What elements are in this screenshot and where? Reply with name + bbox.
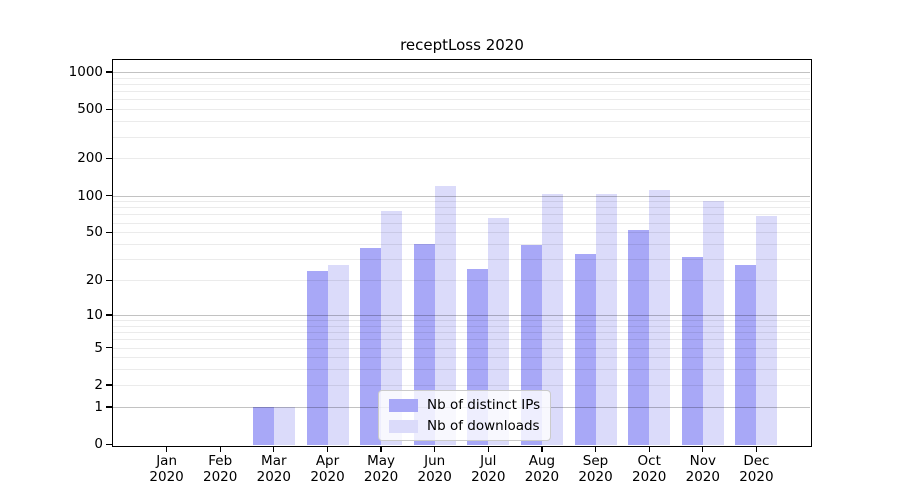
bar-apr-downloads <box>327 264 349 445</box>
x-tick-year: 2020 <box>203 468 238 485</box>
x-tick-month: Nov <box>689 453 716 469</box>
x-tick-label-dec: Dec 2020 <box>724 453 788 485</box>
x-tick-sep <box>594 446 597 452</box>
y-tick-label-100: 100 <box>77 187 103 204</box>
y-tick-100 <box>106 195 112 197</box>
legend-entry-distinct-ips: Nb of distinct IPs <box>389 396 540 414</box>
y-tick-label-5: 5 <box>94 339 103 356</box>
x-tick-month: Mar <box>261 453 287 469</box>
y-tick-label-20: 20 <box>85 272 103 288</box>
y-tick-label-500: 500 <box>77 101 103 118</box>
x-tick-month: Oct <box>637 453 661 469</box>
x-tick-nov <box>702 446 704 452</box>
x-tick-month: Jul <box>480 453 497 469</box>
x-tick-month: Feb <box>208 453 233 469</box>
x-tick-label-jul: Jul 2020 <box>456 453 520 485</box>
x-tick-label-jan: Jan 2020 <box>135 453 199 485</box>
chart-title: receptLoss 2020 <box>400 36 524 54</box>
x-tick-month: Dec <box>743 453 770 469</box>
x-tick-mar <box>273 446 275 452</box>
bar-mar-distinct-ips <box>252 406 274 445</box>
bar-nov-distinct-ips <box>681 257 703 445</box>
y-tick-5 <box>106 347 112 349</box>
y-tick-label-1: 1 <box>94 398 103 415</box>
legend-swatch-distinct-ips <box>389 398 418 412</box>
x-tick-feb <box>219 446 221 452</box>
bar-dec-distinct-ips <box>735 264 757 445</box>
x-tick-label-may: May 2020 <box>349 453 413 485</box>
bar-jun-downloads <box>434 185 456 445</box>
x-tick-year: 2020 <box>417 468 452 485</box>
x-tick-year: 2020 <box>149 468 184 485</box>
x-tick-year: 2020 <box>632 468 667 485</box>
legend-entry-downloads: Nb of downloads <box>389 417 540 435</box>
x-tick-jun <box>434 446 436 452</box>
y-tick-500 <box>106 108 112 111</box>
x-tick-year: 2020 <box>256 468 291 485</box>
bar-nov-downloads <box>702 201 724 445</box>
y-tick-1 <box>106 406 112 408</box>
x-tick-dec <box>755 446 758 452</box>
y-tick-label-0: 0 <box>94 436 103 452</box>
y-tick-20 <box>106 279 112 281</box>
x-tick-year: 2020 <box>524 468 560 485</box>
y-tick-50 <box>106 231 112 234</box>
ticks-layer: 1000 500 200 100 50 20 10 5 2 1 0 Jan 2020 Feb 2020 Mar… <box>69 60 810 484</box>
bar-may-downloads <box>381 210 403 445</box>
y-tick-label-2: 2 <box>94 376 103 393</box>
y-tick-10 <box>106 314 112 316</box>
bar-jul-downloads <box>488 217 510 445</box>
legend-label-downloads: Nb of downloads <box>427 418 540 434</box>
x-tick-jul <box>487 446 489 452</box>
bar-aug-downloads <box>541 194 563 445</box>
x-tick-month: Aug <box>528 453 556 469</box>
x-tick-label-oct: Oct 2020 <box>617 453 681 485</box>
y-tick-label-1000: 1000 <box>68 63 103 80</box>
x-tick-label-feb: Feb 2020 <box>188 453 252 485</box>
x-tick-year: 2020 <box>471 468 506 485</box>
legend: Nb of distinct IPs Nb of downloads <box>378 390 552 441</box>
x-tick-year: 2020 <box>578 468 613 485</box>
bar-mar-downloads <box>273 406 295 445</box>
y-tick-200 <box>106 157 112 160</box>
x-tick-year: 2020 <box>739 468 774 485</box>
y-tick-label-200: 200 <box>77 150 103 167</box>
x-tick-year: 2020 <box>363 468 399 485</box>
x-tick-year: 2020 <box>685 468 720 485</box>
x-tick-month: Sep <box>582 453 609 469</box>
x-tick-month: Jun <box>424 453 446 469</box>
y-tick-label-50: 50 <box>85 224 103 241</box>
x-tick-label-nov: Nov 2020 <box>671 453 735 485</box>
x-tick-label-mar: Mar 2020 <box>242 453 306 485</box>
bar-dec-downloads <box>756 216 778 445</box>
x-tick-aug <box>541 446 543 452</box>
x-tick-label-aug: Aug 2020 <box>510 453 574 485</box>
y-tick-1000 <box>106 71 112 73</box>
x-tick-label-sep: Sep 2020 <box>564 453 628 485</box>
x-tick-month: May <box>367 453 396 469</box>
bar-may-distinct-ips <box>360 248 382 445</box>
y-tick-2 <box>106 384 112 386</box>
bar-oct-distinct-ips <box>628 230 650 445</box>
y-tick-0 <box>106 443 112 445</box>
bar-oct-downloads <box>649 190 671 445</box>
x-tick-year: 2020 <box>310 468 345 485</box>
y-tick-label-10: 10 <box>85 306 103 323</box>
bar-sep-downloads <box>595 194 617 445</box>
legend-label-distinct-ips: Nb of distinct IPs <box>427 397 541 413</box>
x-tick-label-apr: Apr 2020 <box>296 453 360 485</box>
x-tick-month: Jan <box>156 453 177 469</box>
x-tick-may <box>380 446 382 452</box>
x-tick-jan <box>165 446 168 452</box>
x-tick-label-jun: Jun 2020 <box>403 453 467 485</box>
bar-sep-distinct-ips <box>574 254 596 445</box>
x-tick-month: Apr <box>315 453 340 469</box>
bar-apr-distinct-ips <box>306 270 328 445</box>
plot-area: 1000 500 200 100 50 20 10 5 2 1 0 Jan 2020 Feb 2020 Mar… <box>69 59 812 484</box>
legend-swatch-downloads <box>389 419 418 433</box>
x-tick-apr <box>326 446 329 452</box>
x-tick-oct <box>648 446 650 452</box>
